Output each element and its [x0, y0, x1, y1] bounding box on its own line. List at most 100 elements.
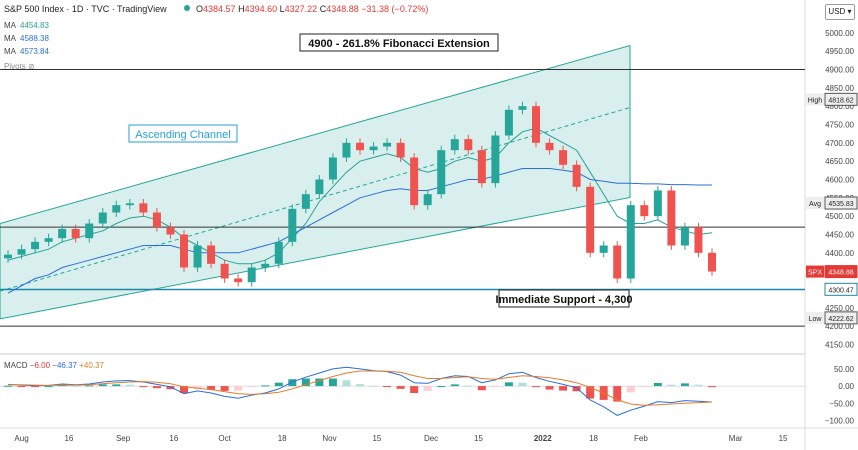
- macd-histogram-bar[interactable]: [640, 386, 649, 388]
- candle[interactable]: [383, 142, 392, 147]
- candle[interactable]: [545, 142, 554, 151]
- channel-midline[interactable]: [0, 107, 631, 292]
- candle[interactable]: [342, 142, 351, 158]
- candle[interactable]: [112, 205, 121, 213]
- macd-histogram-bar[interactable]: [17, 386, 26, 388]
- candle[interactable]: [4, 254, 12, 259]
- candle[interactable]: [31, 241, 40, 250]
- candle[interactable]: [193, 245, 202, 268]
- macd-histogram-bar[interactable]: [450, 384, 459, 387]
- macd-histogram-bar[interactable]: [491, 386, 500, 388]
- price-tag-box[interactable]: [824, 196, 858, 210]
- channel-annotation-box[interactable]: [128, 124, 238, 143]
- candle[interactable]: [152, 212, 161, 228]
- candle[interactable]: [125, 203, 134, 206]
- macd-histogram-bar[interactable]: [315, 378, 324, 387]
- macd-histogram-bar[interactable]: [559, 386, 568, 391]
- ma-legend-2[interactable]: MA 4588.38: [4, 34, 49, 43]
- macd-signal-line[interactable]: [8, 370, 713, 406]
- eye-off-icon[interactable]: ⊘: [28, 62, 35, 71]
- macd-histogram-bar[interactable]: [708, 386, 716, 388]
- macd-histogram-bar[interactable]: [112, 384, 121, 387]
- macd-histogram-bar[interactable]: [328, 378, 337, 387]
- candle[interactable]: [234, 278, 243, 283]
- ma-long-line[interactable]: [7, 168, 712, 294]
- candle[interactable]: [477, 150, 486, 184]
- candle[interactable]: [44, 238, 53, 242]
- candle[interactable]: [58, 229, 67, 239]
- candle[interactable]: [491, 135, 500, 184]
- candle[interactable]: [301, 194, 310, 209]
- macd-histogram-bar[interactable]: [464, 385, 473, 387]
- candle[interactable]: [437, 150, 446, 195]
- macd-histogram-bar[interactable]: [396, 386, 405, 389]
- macd-histogram-bar[interactable]: [383, 386, 392, 388]
- symbol-title[interactable]: S&P 500 Index · 1D · TVC · TradingView: [4, 4, 167, 14]
- macd-histogram-bar[interactable]: [518, 382, 527, 387]
- macd-histogram-bar[interactable]: [613, 386, 622, 402]
- candle[interactable]: [680, 227, 689, 246]
- candle[interactable]: [207, 245, 216, 264]
- fib-annotation-box[interactable]: [299, 33, 499, 52]
- macd-histogram-bar[interactable]: [274, 382, 283, 387]
- candle[interactable]: [288, 208, 297, 242]
- candle[interactable]: [640, 205, 649, 217]
- candle[interactable]: [85, 223, 94, 239]
- pivots-legend[interactable]: Pivots ⊘: [4, 62, 35, 71]
- currency-selector[interactable]: USD ▾: [825, 4, 855, 20]
- candle[interactable]: [315, 179, 324, 195]
- macd-histogram-bar[interactable]: [369, 385, 378, 387]
- price-tag-box[interactable]: [824, 311, 858, 325]
- macd-histogram-bar[interactable]: [301, 378, 310, 387]
- price-tag-box[interactable]: [824, 265, 858, 279]
- macd-histogram-bar[interactable]: [152, 386, 161, 389]
- candle[interactable]: [423, 194, 432, 206]
- macd-histogram-bar[interactable]: [532, 386, 540, 388]
- candle[interactable]: [328, 157, 337, 180]
- ma-short-line[interactable]: [7, 127, 713, 265]
- candle[interactable]: [274, 241, 283, 264]
- macd-histogram-bar[interactable]: [626, 386, 635, 393]
- candle[interactable]: [450, 139, 459, 151]
- macd-histogram-bar[interactable]: [166, 386, 175, 390]
- ma-legend-1[interactable]: MA 4454.83: [4, 21, 49, 30]
- candle[interactable]: [504, 109, 513, 136]
- ma-legend-3[interactable]: MA 4573.84: [4, 47, 49, 56]
- candle[interactable]: [410, 157, 419, 206]
- candle[interactable]: [532, 106, 540, 143]
- candle[interactable]: [559, 150, 568, 165]
- macd-histogram-bar[interactable]: [207, 386, 216, 390]
- macd-histogram-bar[interactable]: [71, 385, 80, 387]
- candle[interactable]: [17, 249, 26, 255]
- candle[interactable]: [626, 205, 635, 279]
- macd-histogram-bar[interactable]: [4, 385, 12, 387]
- candle[interactable]: [613, 245, 622, 279]
- price-tag-box[interactable]: [824, 282, 858, 296]
- macd-line[interactable]: [7, 366, 713, 416]
- macd-histogram-bar[interactable]: [31, 386, 40, 388]
- macd-histogram-bar[interactable]: [694, 384, 703, 387]
- macd-histogram-bar[interactable]: [180, 386, 188, 393]
- macd-histogram-bar[interactable]: [98, 384, 107, 387]
- candle[interactable]: [261, 263, 270, 268]
- macd-histogram-bar[interactable]: [545, 386, 554, 390]
- candle[interactable]: [247, 267, 256, 283]
- macd-histogram-bar[interactable]: [653, 383, 662, 387]
- macd-histogram-bar[interactable]: [44, 386, 53, 388]
- macd-histogram-bar[interactable]: [667, 384, 676, 387]
- candle[interactable]: [166, 227, 175, 235]
- macd-histogram-bar[interactable]: [342, 380, 351, 387]
- candle[interactable]: [139, 203, 148, 213]
- macd-histogram-bar[interactable]: [410, 386, 419, 393]
- macd-histogram-bar[interactable]: [193, 386, 202, 389]
- candle[interactable]: [599, 245, 608, 253]
- candle[interactable]: [653, 190, 662, 217]
- macd-histogram-bar[interactable]: [288, 379, 297, 387]
- macd-histogram-bar[interactable]: [437, 386, 446, 388]
- candle[interactable]: [586, 186, 595, 253]
- macd-histogram-bar[interactable]: [356, 384, 364, 387]
- macd-legend[interactable]: MACD −6.00 −46.37 +40.37: [4, 361, 104, 370]
- candle[interactable]: [71, 229, 80, 239]
- candle[interactable]: [356, 142, 364, 151]
